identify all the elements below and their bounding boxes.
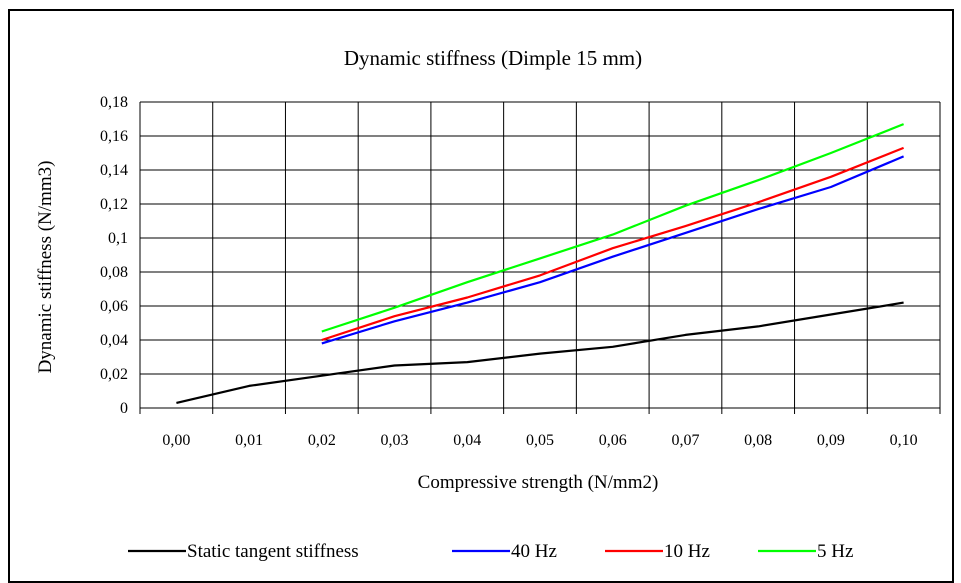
- y-tick-label: 0,04: [100, 332, 128, 349]
- chart-frame: Dynamic stiffness (Dimple 15 mm) 0,00 0,0…: [8, 9, 954, 583]
- y-tick-label: 0,06: [100, 298, 128, 315]
- x-tick-label: 0,02: [308, 432, 336, 449]
- y-tick-label: 0,08: [100, 264, 128, 281]
- x-tick-label: 0,00: [162, 432, 190, 449]
- y-tick-label: 0,1: [108, 230, 128, 247]
- y-tick-label: 0,12: [100, 196, 128, 213]
- y-tick-label: 0,02: [100, 366, 128, 383]
- series-lines: [176, 123, 905, 404]
- y-tick-label: 0,18: [100, 94, 128, 111]
- x-tick-label: 0,05: [526, 432, 554, 449]
- x-tick-label: 0,08: [744, 432, 772, 449]
- x-tick-label: 0,03: [381, 432, 409, 449]
- legend-label: 10 Hz: [664, 541, 710, 562]
- legend-label: Static tangent stiffness: [187, 541, 359, 562]
- y-tick-label: 0,16: [100, 128, 128, 145]
- series-line: [321, 155, 905, 345]
- x-tick-label: 0,06: [599, 432, 627, 449]
- x-tick-labels: 0,00 0,01 0,02 0,03 0,04 0,05 0,06 0,07 0,08 0,09…: [162, 432, 917, 449]
- x-tick-label: 0,09: [817, 432, 845, 449]
- chart-svg: Dynamic stiffness (Dimple 15 mm) 0,00 0,0…: [35, 46, 941, 562]
- legend-label: 40 Hz: [511, 541, 557, 562]
- y-axis-label: Dynamic stiffness (N/mm3): [35, 161, 56, 374]
- series-line: [321, 123, 905, 333]
- grid: [139, 101, 941, 414]
- chart-title: Dynamic stiffness (Dimple 15 mm): [344, 46, 642, 70]
- series-line: [176, 301, 904, 404]
- series-line: [321, 146, 905, 342]
- x-tick-label: 0,04: [453, 432, 481, 449]
- y-tick-label: 0: [120, 400, 128, 417]
- x-axis-label: Compressive strength (N/mm2): [418, 472, 659, 493]
- y-tick-labels: 0 0,02 0,04 0,06 0,08 0,1 0,12 0,14 0,16 0,18: [100, 94, 128, 417]
- y-tick-label: 0,14: [100, 162, 128, 179]
- legend: Static tangent stiffness 40 Hz 10 Hz 5 Hz: [128, 541, 853, 562]
- x-tick-label: 0,01: [235, 432, 263, 449]
- x-tick-label: 0,10: [890, 432, 918, 449]
- legend-label: 5 Hz: [817, 541, 853, 562]
- x-tick-label: 0,07: [671, 432, 699, 449]
